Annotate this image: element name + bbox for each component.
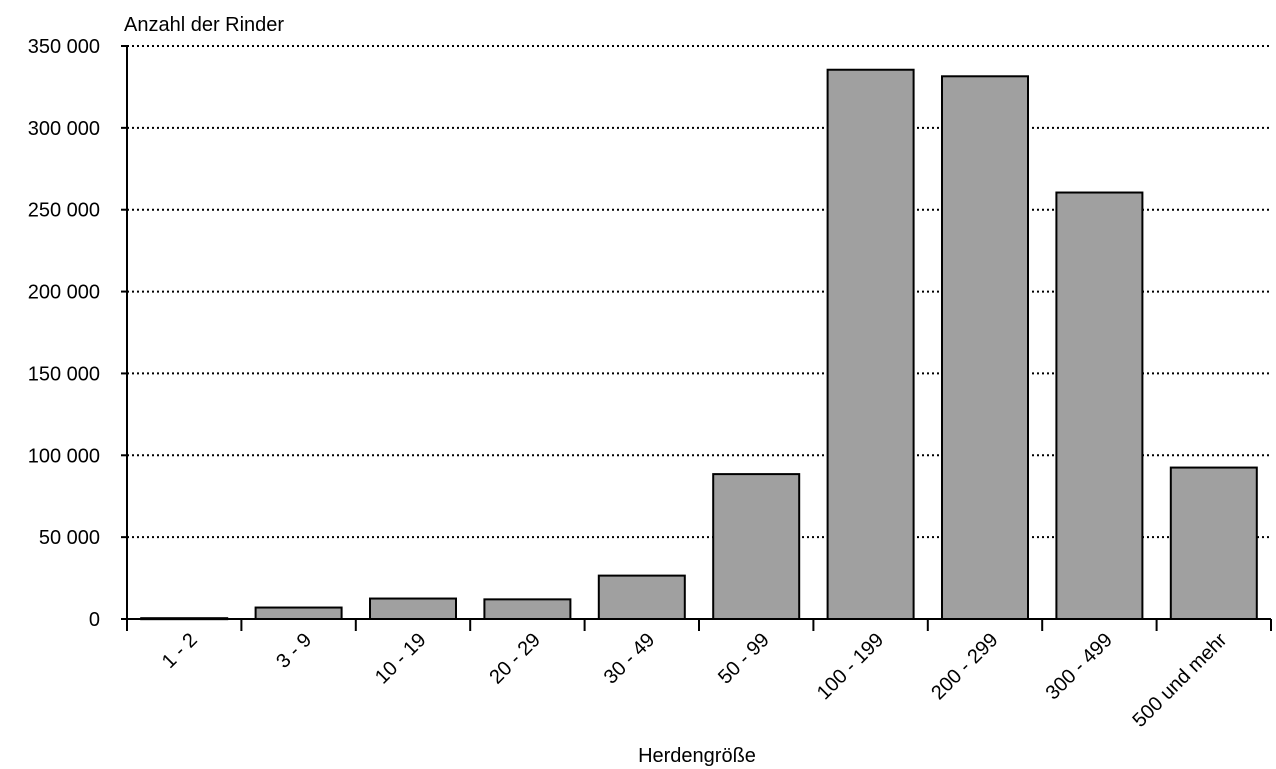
bar	[597, 574, 686, 621]
x-tick-label: 20 - 29	[485, 629, 545, 689]
x-tick-labels: 1 - 2 3 - 9 10 - 19 20 - 29 30 - 49 50 - 99 10…	[158, 629, 1232, 732]
y-tick-label: 250 000	[28, 200, 100, 222]
x-axis-title: Herdengröße	[638, 745, 756, 767]
y-tick-label: 150 000	[28, 363, 100, 385]
bar	[941, 75, 1029, 620]
y-axis-title: Anzahl der Rinder	[124, 14, 284, 36]
x-tick-label: 3 - 9	[272, 629, 316, 673]
x-tick-label: 300 - 499	[1042, 629, 1117, 704]
axes	[121, 45, 1272, 631]
bar	[369, 597, 457, 620]
bar	[712, 473, 801, 620]
y-tick-label: 50 000	[39, 527, 100, 549]
x-tick-label: 30 - 49	[600, 629, 660, 689]
x-tick-label: 500 und mehr	[1129, 629, 1232, 732]
x-tick-label: 10 - 19	[371, 629, 431, 689]
y-tick-label: 200 000	[28, 282, 100, 304]
x-tick-label: 1 - 2	[158, 629, 202, 673]
bars	[140, 68, 1258, 621]
bar	[254, 606, 343, 620]
y-tick-label: 350 000	[28, 36, 100, 58]
y-tick-label: 0	[89, 609, 100, 631]
bar	[1169, 466, 1258, 621]
gridlines	[127, 45, 1271, 539]
y-tick-labels: 0 50 000 100 000 150 000 200 000 250 000 300 0…	[28, 36, 100, 631]
bar	[1055, 191, 1144, 620]
x-tick-label: 200 - 299	[927, 629, 1002, 704]
bar	[483, 598, 572, 621]
x-tick-label: 50 - 99	[714, 629, 774, 689]
bar	[826, 68, 915, 620]
x-tick-label: 100 - 199	[813, 629, 888, 704]
y-tick-label: 300 000	[28, 118, 100, 140]
y-tick-label: 100 000	[28, 445, 100, 467]
